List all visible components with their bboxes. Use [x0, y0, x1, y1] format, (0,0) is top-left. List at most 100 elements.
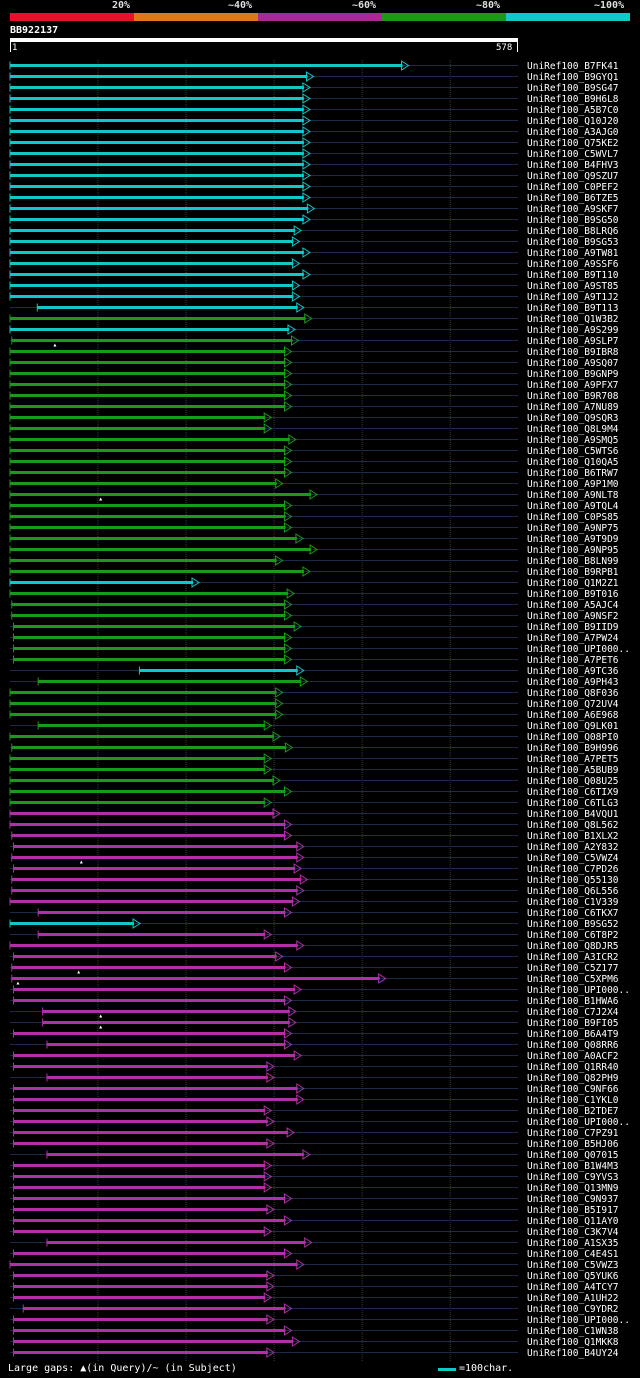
hit-label[interactable]: UniRef100_A9TC36 [527, 666, 619, 677]
hit-label[interactable]: UniRef100_A1UH22 [527, 1293, 619, 1304]
hit-label[interactable]: UniRef100_A4TCY7 [527, 1282, 619, 1293]
hit-label[interactable]: UniRef100_A9SQ07 [527, 358, 619, 369]
hit-label[interactable]: UniRef100_B9H996 [527, 743, 619, 754]
hit-label[interactable]: UniRef100_A9NSF2 [527, 611, 619, 622]
hit-label[interactable]: UniRef100_Q5YUK6 [527, 1271, 619, 1282]
hit-label[interactable]: UniRef100_Q13MN9 [527, 1183, 619, 1194]
hit-label[interactable]: UniRef100_B9GYQ1 [527, 72, 619, 83]
hit-label[interactable]: UniRef100_C7PD26 [527, 864, 619, 875]
hit-label[interactable]: UniRef100_C0PEF2 [527, 182, 619, 193]
hit-label[interactable]: UniRef100_Q1W3B2 [527, 314, 619, 325]
hit-label[interactable]: UniRef100_B9IBR8 [527, 347, 619, 358]
hit-label[interactable]: UniRef100_B2TDE7 [527, 1106, 619, 1117]
hit-label[interactable]: UniRef100_A9NLT8 [527, 490, 619, 501]
hit-label[interactable]: UniRef100_Q82PH9 [527, 1073, 619, 1084]
hit-label[interactable]: UniRef100_C5XPM6 [527, 974, 619, 985]
hit-label[interactable]: UniRef100_A5AJC4 [527, 600, 619, 611]
hit-label[interactable]: UniRef100_B4FHV3 [527, 160, 619, 171]
hit-label[interactable]: UniRef100_A9TQL4 [527, 501, 619, 512]
hit-label[interactable]: UniRef100_UPI000.. [527, 1315, 630, 1326]
hit-label[interactable]: UniRef100_B9SG50 [527, 215, 619, 226]
hit-label[interactable]: UniRef100_Q75KE2 [527, 138, 619, 149]
hit-label[interactable]: UniRef100_A3AJG0 [527, 127, 619, 138]
hit-label[interactable]: UniRef100_B9FI05 [527, 1018, 619, 1029]
hit-label[interactable]: UniRef100_A9S299 [527, 325, 619, 336]
hit-label[interactable]: UniRef100_C1WN38 [527, 1326, 619, 1337]
hit-label[interactable]: UniRef100_A7PET5 [527, 754, 619, 765]
hit-label[interactable]: UniRef100_Q9SZU7 [527, 171, 619, 182]
hit-label[interactable]: UniRef100_B9IID9 [527, 622, 619, 633]
hit-label[interactable]: UniRef100_B7FK41 [527, 61, 619, 72]
hit-label[interactable]: UniRef100_B9SG47 [527, 83, 619, 94]
hit-label[interactable]: UniRef100_B9T113 [527, 303, 619, 314]
hit-label[interactable]: UniRef100_Q07015 [527, 1150, 619, 1161]
hit-label[interactable]: UniRef100_B1W4M3 [527, 1161, 619, 1172]
hit-label[interactable]: UniRef100_Q08RR6 [527, 1040, 619, 1051]
hit-label[interactable]: UniRef100_Q9SQR3 [527, 413, 619, 424]
hit-label[interactable]: UniRef100_Q11AY0 [527, 1216, 619, 1227]
hit-label[interactable]: UniRef100_A3ICR2 [527, 952, 619, 963]
hit-label[interactable]: UniRef100_A9SMQ5 [527, 435, 619, 446]
hit-label[interactable]: UniRef100_Q8DJR5 [527, 941, 619, 952]
hit-label[interactable]: UniRef100_C5Z177 [527, 963, 619, 974]
hit-label[interactable]: UniRef100_A1SX35 [527, 1238, 619, 1249]
hit-label[interactable]: UniRef100_C3K7V4 [527, 1227, 619, 1238]
hit-label[interactable]: UniRef100_B8LN99 [527, 556, 619, 567]
hit-label[interactable]: UniRef100_B4VQU1 [527, 809, 619, 820]
hit-label[interactable]: UniRef100_A9T1J2 [527, 292, 619, 303]
hit-label[interactable]: UniRef100_C6TKX7 [527, 908, 619, 919]
hit-label[interactable]: UniRef100_B9RPB1 [527, 567, 619, 578]
hit-label[interactable]: UniRef100_Q10QA5 [527, 457, 619, 468]
hit-label[interactable]: UniRef100_B1XLX2 [527, 831, 619, 842]
hit-label[interactable]: UniRef100_Q10J20 [527, 116, 619, 127]
hit-label[interactable]: UniRef100_A7PW24 [527, 633, 619, 644]
hit-label[interactable]: UniRef100_Q9LK01 [527, 721, 619, 732]
hit-label[interactable]: UniRef100_Q6L556 [527, 886, 619, 897]
hit-label[interactable]: UniRef100_B8LRQ6 [527, 226, 619, 237]
hit-label[interactable]: UniRef100_B9GNP9 [527, 369, 619, 380]
hit-label[interactable]: UniRef100_C7J2X4 [527, 1007, 619, 1018]
hit-label[interactable]: UniRef100_B9H6L8 [527, 94, 619, 105]
hit-label[interactable]: UniRef100_C9YVS3 [527, 1172, 619, 1183]
hit-label[interactable]: UniRef100_B5HJ06 [527, 1139, 619, 1150]
hit-label[interactable]: UniRef100_A9SLP7 [527, 336, 619, 347]
hit-label[interactable]: UniRef100_A9NP75 [527, 523, 619, 534]
hit-label[interactable]: UniRef100_C1YKL0 [527, 1095, 619, 1106]
hit-label[interactable]: UniRef100_B6TZE5 [527, 193, 619, 204]
hit-label[interactable]: UniRef100_B1HWA6 [527, 996, 619, 1007]
hit-label[interactable]: UniRef100_Q8L9M4 [527, 424, 619, 435]
hit-label[interactable]: UniRef100_A9NP95 [527, 545, 619, 556]
hit-label[interactable]: UniRef100_A9SSF6 [527, 259, 619, 270]
hit-label[interactable]: UniRef100_A6E968 [527, 710, 619, 721]
hit-label[interactable]: UniRef100_B9T110 [527, 270, 619, 281]
hit-label[interactable]: UniRef100_C5VWZ3 [527, 1260, 619, 1271]
hit-label[interactable]: UniRef100_C9NF66 [527, 1084, 619, 1095]
hit-label[interactable]: UniRef100_A9PH43 [527, 677, 619, 688]
hit-label[interactable]: UniRef100_A9ST85 [527, 281, 619, 292]
hit-label[interactable]: UniRef100_B9SG52 [527, 919, 619, 930]
hit-label[interactable]: UniRef100_A5B7C0 [527, 105, 619, 116]
hit-label[interactable]: UniRef100_C1V339 [527, 897, 619, 908]
hit-label[interactable]: UniRef100_B4UY24 [527, 1348, 619, 1359]
hit-label[interactable]: UniRef100_A9P1M0 [527, 479, 619, 490]
hit-label[interactable]: UniRef100_B9R708 [527, 391, 619, 402]
hit-label[interactable]: UniRef100_C5WVL7 [527, 149, 619, 160]
hit-label[interactable]: UniRef100_A9T9D9 [527, 534, 619, 545]
hit-label[interactable]: UniRef100_Q55130 [527, 875, 619, 886]
hit-label[interactable]: UniRef100_Q8F036 [527, 688, 619, 699]
hit-label[interactable]: UniRef100_Q8L562 [527, 820, 619, 831]
hit-label[interactable]: UniRef100_A7NU89 [527, 402, 619, 413]
hit-label[interactable]: UniRef100_UPI000.. [527, 1117, 630, 1128]
hit-label[interactable]: UniRef100_Q72UV4 [527, 699, 619, 710]
hit-label[interactable]: UniRef100_A5BUB9 [527, 765, 619, 776]
hit-label[interactable]: UniRef100_UPI000.. [527, 985, 630, 996]
hit-label[interactable]: UniRef100_C6TIX9 [527, 787, 619, 798]
hit-label[interactable]: UniRef100_A9PFX7 [527, 380, 619, 391]
hit-label[interactable]: UniRef100_B6A4T9 [527, 1029, 619, 1040]
hit-label[interactable]: UniRef100_C7PZ91 [527, 1128, 619, 1139]
hit-label[interactable]: UniRef100_A9TW81 [527, 248, 619, 259]
hit-label[interactable]: UniRef100_A9SKF7 [527, 204, 619, 215]
hit-label[interactable]: UniRef100_C0PS85 [527, 512, 619, 523]
hit-label[interactable]: UniRef100_C9YDR2 [527, 1304, 619, 1315]
hit-label[interactable]: UniRef100_A0ACF2 [527, 1051, 619, 1062]
